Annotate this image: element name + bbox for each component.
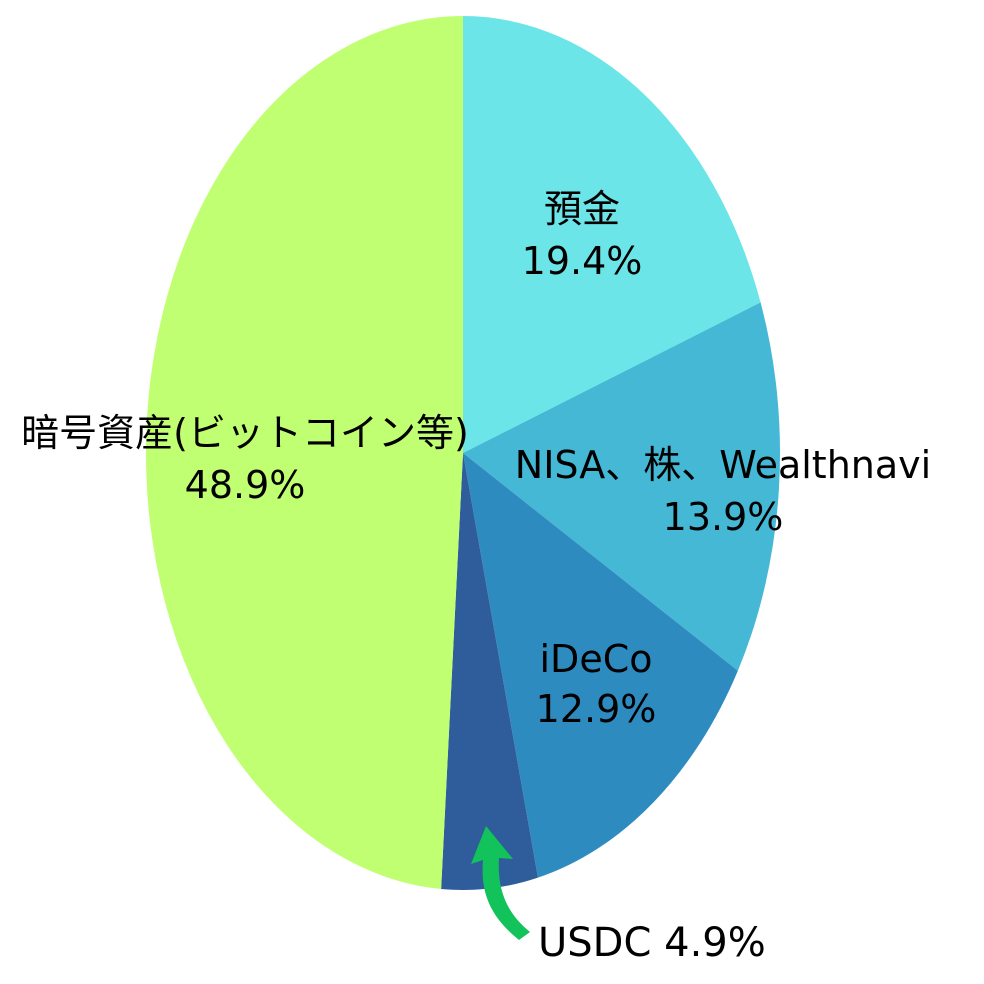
arrow-icon [471,826,530,940]
usdc-callout-label: USDC 4.9% [538,920,766,966]
slice-label-deposit: 預金 [544,187,620,231]
slice-crypto [145,15,463,889]
slice-percent-deposit: 19.4% [522,239,643,283]
slice-label-ideco: iDeCo [540,637,653,681]
pie-slices [145,15,781,891]
slice-label-nisa: NISA、株、Wealthnavi [515,443,931,487]
slice-percent-ideco: 12.9% [536,687,657,731]
slice-usdc [441,453,538,891]
slice-label-crypto: 暗号資産(ビットコイン等) [21,411,469,455]
slice-percent-crypto: 48.9% [185,463,306,507]
slice-deposit [463,16,761,453]
slice-nisa [463,302,781,671]
pie-labels: 預金 19.4% NISA、株、Wealthnavi 13.9% iDeCo 1… [21,187,931,731]
slice-ideco [463,453,738,878]
slice-percent-nisa: 13.9% [663,495,784,539]
usdc-callout: USDC 4.9% [471,826,766,966]
